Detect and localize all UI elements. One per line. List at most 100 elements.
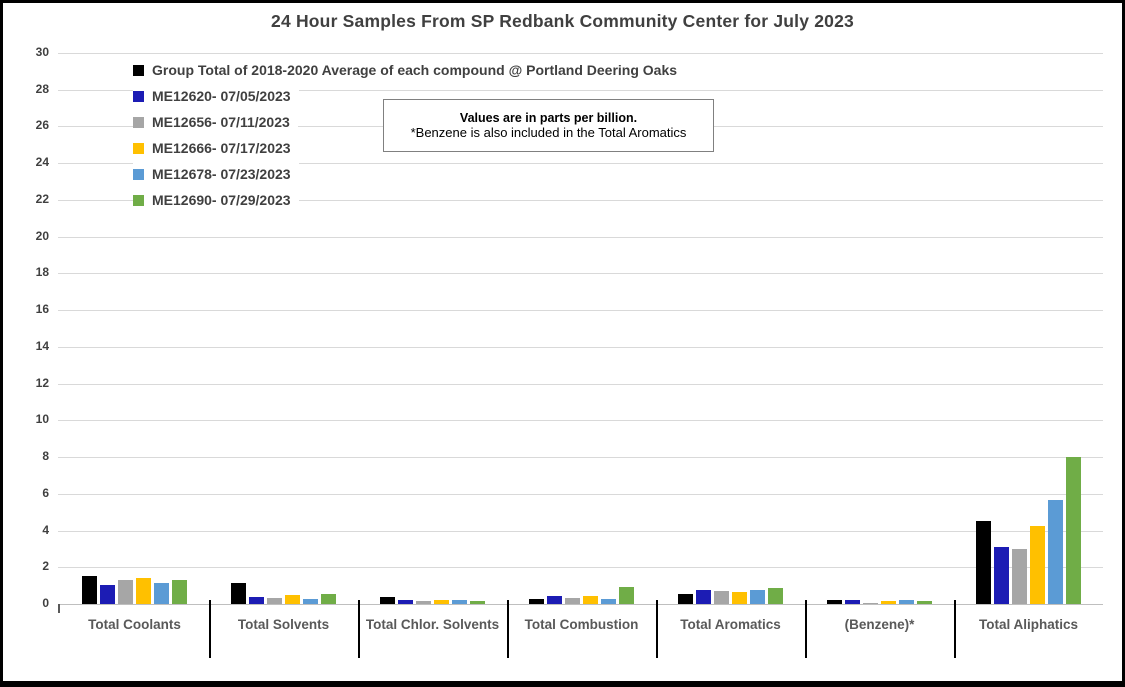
bar-series-3[interactable]	[714, 591, 729, 604]
bar-series-5[interactable]	[601, 599, 616, 604]
bar-series-5[interactable]	[899, 600, 914, 604]
y-axis-tick-label: 10	[35, 412, 49, 427]
gridline-y-28	[58, 89, 1103, 91]
bar-series-3[interactable]	[267, 598, 282, 604]
y-axis-tick-label: 28	[35, 81, 49, 96]
gridline-y-2	[58, 567, 1103, 569]
category-label: Total Aromatics	[680, 617, 781, 632]
legend-swatch-yellow-icon	[133, 142, 144, 154]
y-axis-tick-label: 6	[42, 485, 49, 500]
y-axis-tick-label: 26	[35, 118, 49, 133]
bar-series-3[interactable]	[863, 603, 878, 604]
bar-series-1[interactable]	[678, 594, 693, 604]
y-axis-tick-label: 8	[42, 449, 49, 464]
y-axis-tick-label: 14	[35, 338, 49, 353]
bar-group-7	[954, 434, 1103, 604]
bar-group-3	[358, 434, 507, 604]
legend-label: ME12620- 07/05/2023	[152, 88, 291, 104]
y-axis-tick-label: 22	[35, 191, 49, 206]
bar-group-6	[805, 434, 954, 604]
legend-item-me12690[interactable]: ME12690- 07/29/2023	[133, 187, 299, 213]
category-separator	[954, 600, 956, 658]
y-axis-tick-label: 12	[35, 375, 49, 390]
bar-series-1[interactable]	[976, 521, 991, 604]
legend-item-me12620[interactable]: ME12620- 07/05/2023	[133, 83, 299, 109]
gridline-y-18	[58, 273, 1103, 275]
bar-series-3[interactable]	[416, 601, 431, 604]
legend-item-group-total[interactable]: Group Total of 2018-2020 Average of each…	[133, 57, 686, 83]
category-separator	[209, 600, 211, 658]
bar-series-4[interactable]	[583, 596, 598, 604]
category-label: Total Combustion	[524, 617, 639, 632]
y-axis-tick-label: 20	[35, 228, 49, 243]
bar-series-6[interactable]	[1066, 457, 1081, 604]
y-axis-tick-label: 30	[35, 45, 49, 59]
bar-series-4[interactable]	[285, 595, 300, 604]
bar-series-3[interactable]	[1012, 549, 1027, 604]
bar-series-5[interactable]	[303, 599, 318, 604]
legend-swatch-gray-icon	[133, 116, 144, 128]
category-separator	[656, 600, 658, 658]
bar-series-3[interactable]	[565, 598, 580, 604]
bar-series-4[interactable]	[881, 601, 896, 604]
gridline-y-8	[58, 457, 1103, 459]
bar-series-6[interactable]	[321, 594, 336, 604]
bar-series-2[interactable]	[547, 596, 562, 604]
gridline-y-30	[58, 53, 1103, 54]
bar-series-6[interactable]	[768, 588, 783, 604]
bar-series-2[interactable]	[100, 585, 115, 604]
legend-item-me12666[interactable]: ME12666- 07/17/2023	[133, 135, 299, 161]
bar-series-1[interactable]	[82, 576, 97, 604]
gridline-y-22	[58, 199, 1103, 201]
bar-series-3[interactable]	[118, 580, 133, 604]
bar-series-5[interactable]	[1048, 500, 1063, 604]
bar-series-5[interactable]	[750, 590, 765, 604]
bar-series-6[interactable]	[619, 587, 634, 604]
bar-series-2[interactable]	[696, 590, 711, 604]
bar-series-6[interactable]	[470, 601, 485, 604]
bar-group-1	[60, 434, 209, 604]
legend-label: ME12678- 07/23/2023	[152, 166, 291, 182]
legend-label: ME12656- 07/11/2023	[152, 114, 290, 130]
gridline-y-6	[58, 493, 1103, 495]
bar-series-2[interactable]	[249, 597, 264, 604]
gridline-y-10	[58, 420, 1103, 422]
bar-series-6[interactable]	[172, 580, 187, 604]
category-label: (Benzene)*	[844, 617, 915, 632]
bar-series-2[interactable]	[845, 600, 860, 604]
gridline-y-0	[58, 604, 1103, 605]
gridline-y-20	[58, 236, 1103, 238]
legend-label: ME12690- 07/29/2023	[152, 192, 291, 208]
y-axis-tick-label: 24	[35, 155, 49, 170]
legend-label: Group Total of 2018-2020 Average of each…	[152, 62, 678, 78]
bar-series-1[interactable]	[231, 583, 246, 604]
category-label: Total Coolants	[88, 617, 181, 632]
y-axis-tick-label: 16	[35, 302, 49, 317]
legend-item-me12656[interactable]: ME12656- 07/11/2023	[133, 109, 298, 135]
note-units-text: Values are in parts per billion.	[459, 111, 638, 125]
legend-label: ME12666- 07/17/2023	[152, 140, 291, 156]
bar-series-5[interactable]	[154, 583, 169, 604]
bar-series-5[interactable]	[452, 600, 467, 604]
bar-series-2[interactable]	[994, 547, 1009, 604]
y-axis-tick-label: 4	[42, 522, 49, 537]
x-axis-origin-tick	[58, 604, 60, 613]
bar-series-1[interactable]	[380, 597, 395, 604]
bar-series-4[interactable]	[434, 600, 449, 604]
bar-series-4[interactable]	[1030, 526, 1045, 604]
category-separator	[507, 600, 509, 658]
bar-series-1[interactable]	[529, 599, 544, 604]
bar-series-4[interactable]	[136, 578, 151, 604]
legend-swatch-green-icon	[133, 194, 144, 206]
gridline-y-12	[58, 383, 1103, 385]
bar-series-4[interactable]	[732, 592, 747, 604]
category-separator	[805, 600, 807, 658]
bar-series-6[interactable]	[917, 601, 932, 604]
bar-series-1[interactable]	[827, 600, 842, 604]
y-axis-tick-label: 18	[35, 265, 49, 280]
bar-group-5	[656, 434, 805, 604]
legend-item-me12678[interactable]: ME12678- 07/23/2023	[133, 161, 299, 187]
bar-series-2[interactable]	[398, 600, 413, 604]
legend: Group Total of 2018-2020 Average of each…	[133, 57, 686, 213]
